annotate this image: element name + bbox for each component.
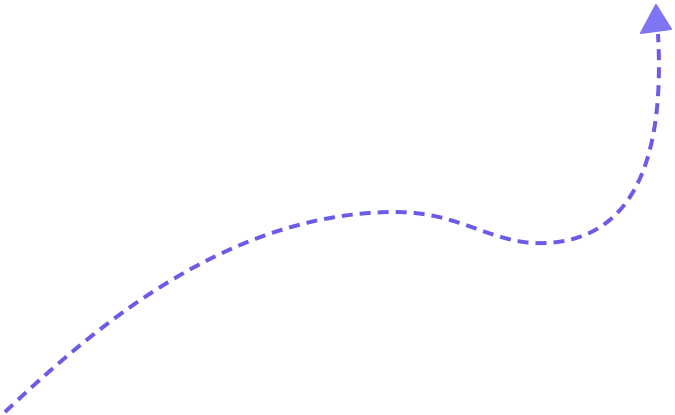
- dashed-arrow-line: [3, 33, 661, 414]
- arrow-head: [640, 4, 672, 34]
